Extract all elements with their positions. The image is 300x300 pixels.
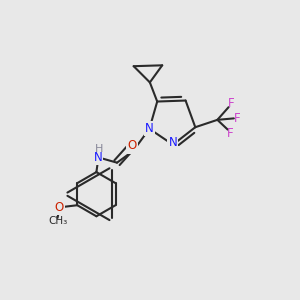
Text: CH₃: CH₃ [48,216,67,226]
Text: H: H [95,144,103,154]
Text: F: F [228,97,235,110]
Text: O: O [54,201,64,214]
Text: N: N [145,122,154,135]
Text: N: N [169,136,177,149]
Text: N: N [94,151,102,164]
Text: O: O [128,139,137,152]
Text: F: F [227,127,234,140]
Text: F: F [234,112,241,125]
